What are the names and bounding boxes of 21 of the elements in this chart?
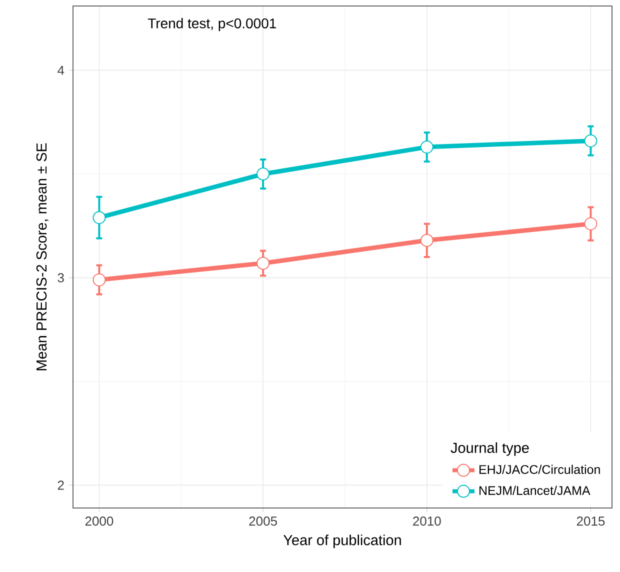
point: [584, 217, 598, 230]
y-tick-label: 2: [58, 480, 64, 490]
x-tick-label: 2000: [85, 516, 114, 526]
point: [256, 256, 270, 270]
point: [420, 140, 434, 154]
x-tick-label: 2015: [576, 516, 605, 526]
point: [584, 134, 598, 148]
x-tick-label: 2005: [249, 516, 277, 526]
annotation: Trend test, p<0.0001: [148, 18, 276, 32]
point: [256, 168, 270, 181]
point: [92, 211, 106, 224]
point: [420, 234, 434, 247]
x-tick-label: 2010: [413, 516, 441, 526]
y-tick-label: 4: [58, 66, 64, 75]
point: [92, 273, 106, 286]
legend-title: Journal type: [450, 442, 529, 456]
legend-label: NEJM/Lancet/JAMA: [480, 486, 590, 495]
y-tick-label: 3: [58, 273, 64, 282]
legend-label: EHJ/JACC/Circulation: [480, 464, 600, 474]
x-axis-title: Year of publication: [283, 534, 401, 548]
y-axis-title: Mean PRECIS-2 Score, mean ± SE: [36, 143, 48, 370]
